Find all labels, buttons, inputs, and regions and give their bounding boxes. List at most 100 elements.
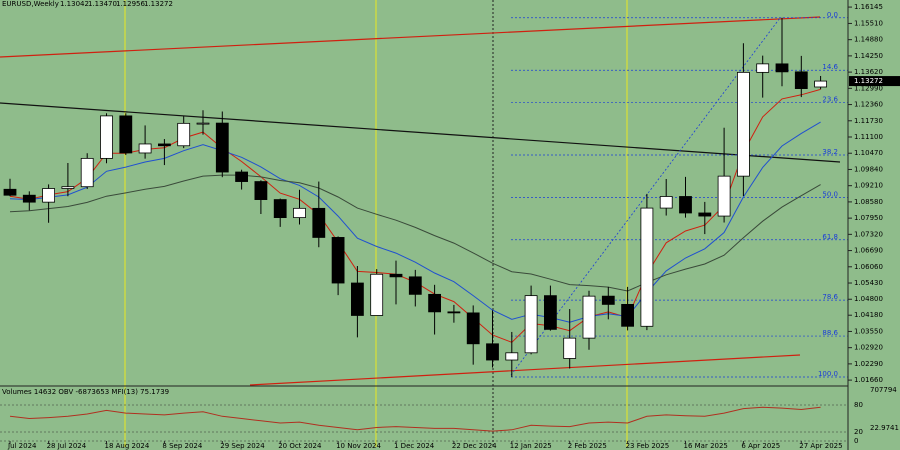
candle-body — [640, 207, 654, 327]
fib-label: 78.6 — [822, 293, 838, 301]
fib-label: 100.0 — [818, 370, 838, 378]
y-tick-label: 1.10470 — [854, 149, 883, 157]
fib-label: 88.6 — [822, 329, 838, 337]
y-tick-label: 1.07950 — [854, 214, 883, 222]
header-open: 1.13042 — [60, 0, 89, 8]
candle-body — [61, 186, 75, 189]
x-tick-label: 18 Aug 2024 — [105, 442, 150, 450]
candle-body — [350, 282, 364, 316]
y-tick-label: 1.02290 — [854, 360, 883, 368]
candle-body — [312, 207, 326, 238]
candle-body — [100, 115, 113, 159]
moving-average — [9, 121, 821, 323]
x-tick-label: 2 Feb 2025 — [568, 442, 607, 450]
candle-body — [119, 115, 133, 154]
trendline — [0, 16, 821, 58]
y-tick-label: 1.07320 — [854, 230, 883, 238]
candle-body — [659, 196, 673, 209]
x-tick-label: 27 Apr 2025 — [799, 442, 842, 450]
candle-body — [698, 212, 712, 217]
y-tick-label: 1.09210 — [854, 182, 883, 190]
indicator-tick-label: 0 — [854, 437, 858, 445]
y-tick-label: 1.12360 — [854, 101, 883, 109]
candle-body — [582, 295, 596, 339]
candle-body — [505, 352, 519, 361]
candle-body — [196, 122, 210, 125]
fib-label: 14.6 — [822, 63, 838, 71]
y-tick-label: 1.01660 — [854, 376, 883, 384]
y-tick-label: 1.06060 — [854, 263, 883, 271]
candle-body — [563, 337, 577, 359]
candle-body — [428, 293, 442, 313]
candle-body — [138, 143, 152, 154]
y-tick-label: 1.11730 — [854, 117, 883, 125]
candle-body — [273, 199, 287, 219]
price-box — [849, 76, 900, 87]
candle-body — [389, 273, 403, 278]
plot-background — [0, 0, 848, 450]
y-tick-label: 1.14880 — [854, 36, 883, 44]
candle-body — [215, 122, 229, 173]
fib-label: 0.0 — [827, 11, 838, 19]
candle-body — [756, 63, 770, 73]
header-close: 1.13272 — [144, 0, 173, 8]
candle-body — [486, 343, 499, 361]
candle-body — [775, 63, 789, 73]
candle-body — [737, 71, 750, 177]
y-tick-label: 1.03550 — [854, 327, 883, 335]
y-tick-label: 1.05430 — [854, 279, 883, 287]
plot — [3, 17, 848, 378]
indicator-label: 22.9741 — [870, 424, 899, 432]
fib-label: 50.0 — [822, 190, 838, 198]
fib-ray — [510, 17, 781, 376]
x-tick-label: 1 Dec 2024 — [394, 442, 435, 450]
candle-body — [42, 188, 55, 203]
candle-body — [408, 276, 422, 295]
indicator-tick-label: 80 — [854, 401, 863, 409]
y-tick-label: 1.16145 — [854, 3, 883, 11]
x-tick-label: 8 Sep 2024 — [162, 442, 202, 450]
candle-body — [679, 196, 692, 214]
candle-body — [601, 295, 615, 305]
y-tick-label: 1.09840 — [854, 165, 883, 173]
fib-label: 23.6 — [822, 96, 838, 104]
candle-body — [621, 303, 634, 327]
header-high: 1.13470 — [88, 0, 117, 8]
x-tick-label: 28 Jul 2024 — [47, 442, 87, 450]
x-tick-label: 12 Jan 2025 — [510, 442, 552, 450]
candle-body — [254, 181, 268, 200]
y-tick-label: 1.04180 — [854, 311, 883, 319]
x-tick-label: Jul 2024 — [7, 442, 37, 450]
y-tick-label: 1.08580 — [854, 198, 883, 206]
trendline — [249, 354, 801, 386]
candle-body — [235, 171, 249, 182]
candle-body — [370, 273, 384, 316]
candle-body — [794, 71, 808, 89]
x-tick-label: 6 Apr 2025 — [741, 442, 780, 450]
indicator-title: Volumes 14632 OBV -6873653 MFI(13) 75.17… — [2, 388, 169, 396]
candle-body — [524, 295, 538, 354]
candle-body — [331, 237, 345, 284]
x-tick-label: 10 Nov 2024 — [336, 442, 381, 450]
header-low: 1.12956 — [116, 0, 145, 8]
y-tick-label: 1.12990 — [854, 84, 883, 92]
candle-body — [157, 143, 171, 147]
y-tick-label: 1.15510 — [854, 19, 883, 27]
mfi-line — [9, 406, 821, 432]
candle-body — [22, 194, 36, 203]
moving-average — [9, 174, 821, 292]
price-label: 1.13272 — [854, 77, 883, 85]
candle-body — [80, 157, 94, 188]
x-tick-label: 16 Mar 2025 — [684, 442, 728, 450]
candle-body — [717, 175, 731, 217]
candle-body — [466, 312, 480, 345]
y-tick-label: 1.02920 — [854, 344, 883, 352]
y-tick-label: 1.13620 — [854, 68, 883, 76]
y-tick-label: 1.04800 — [854, 295, 883, 303]
candle-body — [814, 80, 827, 88]
indicator-tick-label: 20 — [854, 428, 863, 436]
y-tick-label: 1.14250 — [854, 52, 883, 60]
candle-body — [544, 295, 557, 330]
x-tick-label: 23 Feb 2025 — [626, 442, 670, 450]
